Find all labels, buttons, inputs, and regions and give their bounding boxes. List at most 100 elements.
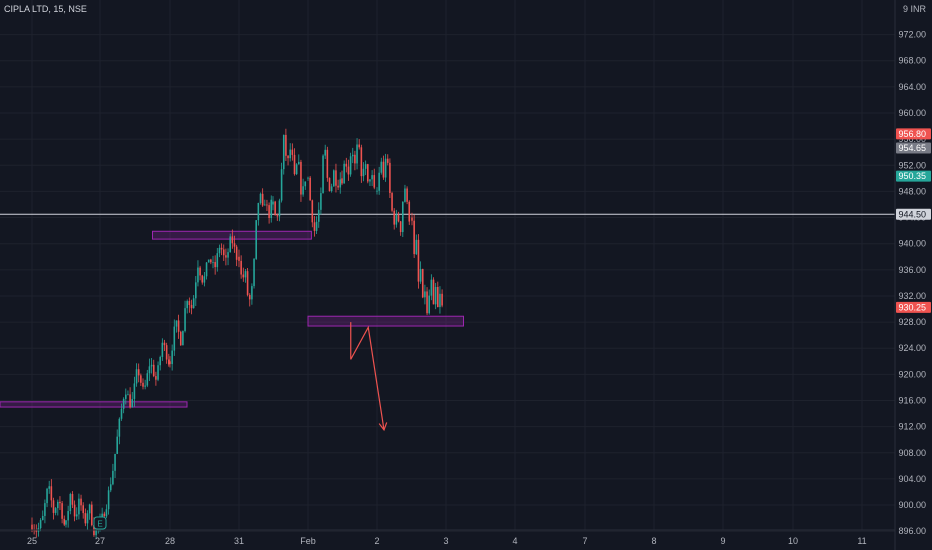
price-tick-label: 972.00 — [898, 30, 926, 40]
candle-body — [309, 177, 311, 201]
candle-body — [285, 134, 287, 156]
time-tick-label: 2 — [374, 536, 379, 546]
price-axis[interactable]: 972.00968.00964.00960.00956.00952.00948.… — [894, 0, 926, 550]
projection-line — [350, 322, 385, 431]
earnings-marker[interactable]: E — [93, 516, 107, 530]
zone-box — [307, 315, 464, 327]
candle-body — [324, 149, 326, 156]
candle-body — [227, 252, 229, 258]
candle-body — [287, 155, 289, 159]
candle-body — [415, 239, 418, 255]
candle-body — [404, 188, 406, 202]
candle-body — [220, 247, 223, 250]
candle-body — [177, 320, 180, 332]
time-tick-label: 4 — [512, 536, 517, 546]
price-tick-label: 904.00 — [898, 474, 926, 484]
time-tick-label: 28 — [165, 536, 175, 546]
candle-body — [125, 394, 127, 399]
candle-body — [218, 247, 221, 254]
candle-body — [411, 217, 413, 221]
time-axis[interactable]: 25 27 28 31 Feb 2 3 4 7 8 9 10 11 — [0, 529, 895, 546]
candle-body — [210, 259, 212, 263]
candle-body — [242, 274, 245, 278]
candle-body — [73, 504, 76, 517]
candle-body — [212, 262, 214, 263]
price-tick-label: 948.00 — [898, 186, 926, 196]
candle-body — [358, 144, 360, 148]
time-tick-label: 7 — [582, 536, 587, 546]
candle-body — [426, 291, 428, 314]
candle-body — [360, 147, 363, 177]
candle-body — [229, 236, 231, 253]
candle-body — [222, 249, 225, 256]
candle-body — [328, 177, 331, 192]
price-tag-label: 954.65 — [898, 143, 926, 153]
price-tick-label: 916.00 — [898, 396, 926, 406]
candle-body — [320, 193, 322, 210]
candle-body — [295, 164, 298, 175]
candle-body — [78, 498, 80, 515]
candle-body — [61, 503, 63, 519]
price-tick-label: 900.00 — [898, 500, 926, 510]
zone-box — [0, 401, 188, 408]
candle-body — [246, 271, 249, 295]
candle-body — [71, 494, 74, 505]
candle-body — [399, 221, 402, 233]
candle-body — [168, 359, 170, 365]
time-tick-label: 27 — [95, 536, 105, 546]
candle-body — [142, 382, 144, 387]
candle-body — [322, 155, 324, 194]
candle-body — [105, 509, 108, 517]
price-tick-label: 896.00 — [898, 526, 926, 536]
candle-body — [261, 193, 264, 206]
candle-body — [150, 364, 153, 367]
candle-body — [272, 201, 274, 205]
candle-body — [307, 177, 309, 179]
candle-body — [389, 162, 391, 193]
price-tick-label: 932.00 — [898, 291, 926, 301]
price-tick-label: 940.00 — [898, 239, 926, 249]
candle-body — [201, 275, 204, 283]
candle-body — [179, 331, 182, 346]
candle-body — [173, 326, 176, 351]
candle-body — [148, 366, 151, 374]
candle-body — [395, 214, 398, 225]
candle-body — [163, 342, 166, 346]
candle-body — [109, 484, 112, 491]
candle-body — [67, 511, 69, 521]
earnings-marker-label: E — [97, 520, 102, 529]
candle-body — [257, 202, 260, 221]
candle-body — [46, 488, 48, 504]
candle-body — [280, 169, 283, 201]
candle-body — [337, 185, 339, 188]
price-tag — [896, 128, 931, 140]
candle-body — [63, 518, 66, 525]
candle-body — [214, 262, 216, 268]
candle-body — [259, 193, 262, 203]
candle-body — [107, 490, 110, 510]
candle-body — [112, 470, 114, 485]
time-tick-label: 25 — [27, 536, 37, 546]
candle-body — [304, 181, 307, 187]
price-tick-label: 908.00 — [898, 448, 926, 458]
currency-label[interactable]: 9 INR — [902, 4, 926, 14]
candle-body — [122, 398, 125, 409]
candle-body — [424, 291, 426, 298]
candle-body — [417, 239, 420, 282]
candle-body — [80, 498, 82, 506]
price-tag-label: 944.50 — [898, 209, 926, 219]
candle-body — [248, 294, 251, 300]
symbol-title: CIPLA LTD, 15, NSE — [4, 4, 87, 14]
candle-body — [65, 520, 67, 525]
candle-body — [86, 513, 89, 524]
time-tick-label: 9 — [720, 536, 725, 546]
candle-body — [129, 394, 131, 408]
candle-body — [182, 331, 184, 346]
candle-body — [313, 222, 316, 231]
candle-body — [356, 144, 358, 164]
candle-body — [251, 286, 253, 300]
candle-body — [330, 186, 333, 192]
candle-body — [155, 376, 157, 380]
price-tick-label: 912.00 — [898, 422, 926, 432]
